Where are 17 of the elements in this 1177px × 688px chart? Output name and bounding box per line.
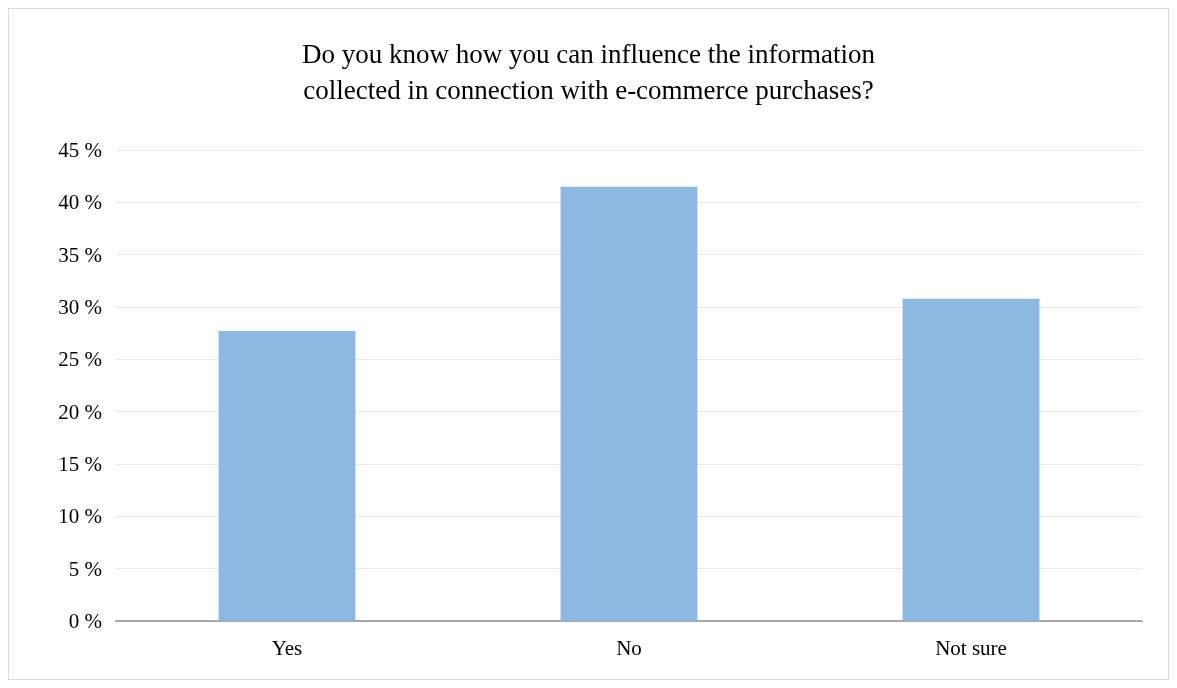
bar: [218, 331, 356, 621]
y-tick-label: 20 %: [58, 399, 102, 424]
chart-title: Do you know how you can influence the information collected in connection with e-commerce purchases?: [302, 39, 876, 105]
y-tick-label: 35 %: [58, 242, 102, 267]
y-tick-label: 5 %: [68, 556, 102, 581]
y-tick-label: 25 %: [58, 347, 102, 372]
y-tick-label: 15 %: [58, 452, 102, 476]
y-tick-label: 45 %: [58, 138, 102, 162]
bar: [902, 298, 1040, 621]
y-tick-label: 40 %: [58, 190, 102, 215]
x-tick-label: Not sure: [935, 635, 1007, 660]
y-tick-label: 0 %: [68, 609, 102, 633]
y-tick-label: 10 %: [58, 504, 102, 529]
x-tick-label: No: [616, 635, 642, 660]
x-tick-label: Yes: [271, 635, 303, 660]
y-tick-label: 30 %: [58, 295, 102, 319]
bar: [560, 186, 698, 621]
